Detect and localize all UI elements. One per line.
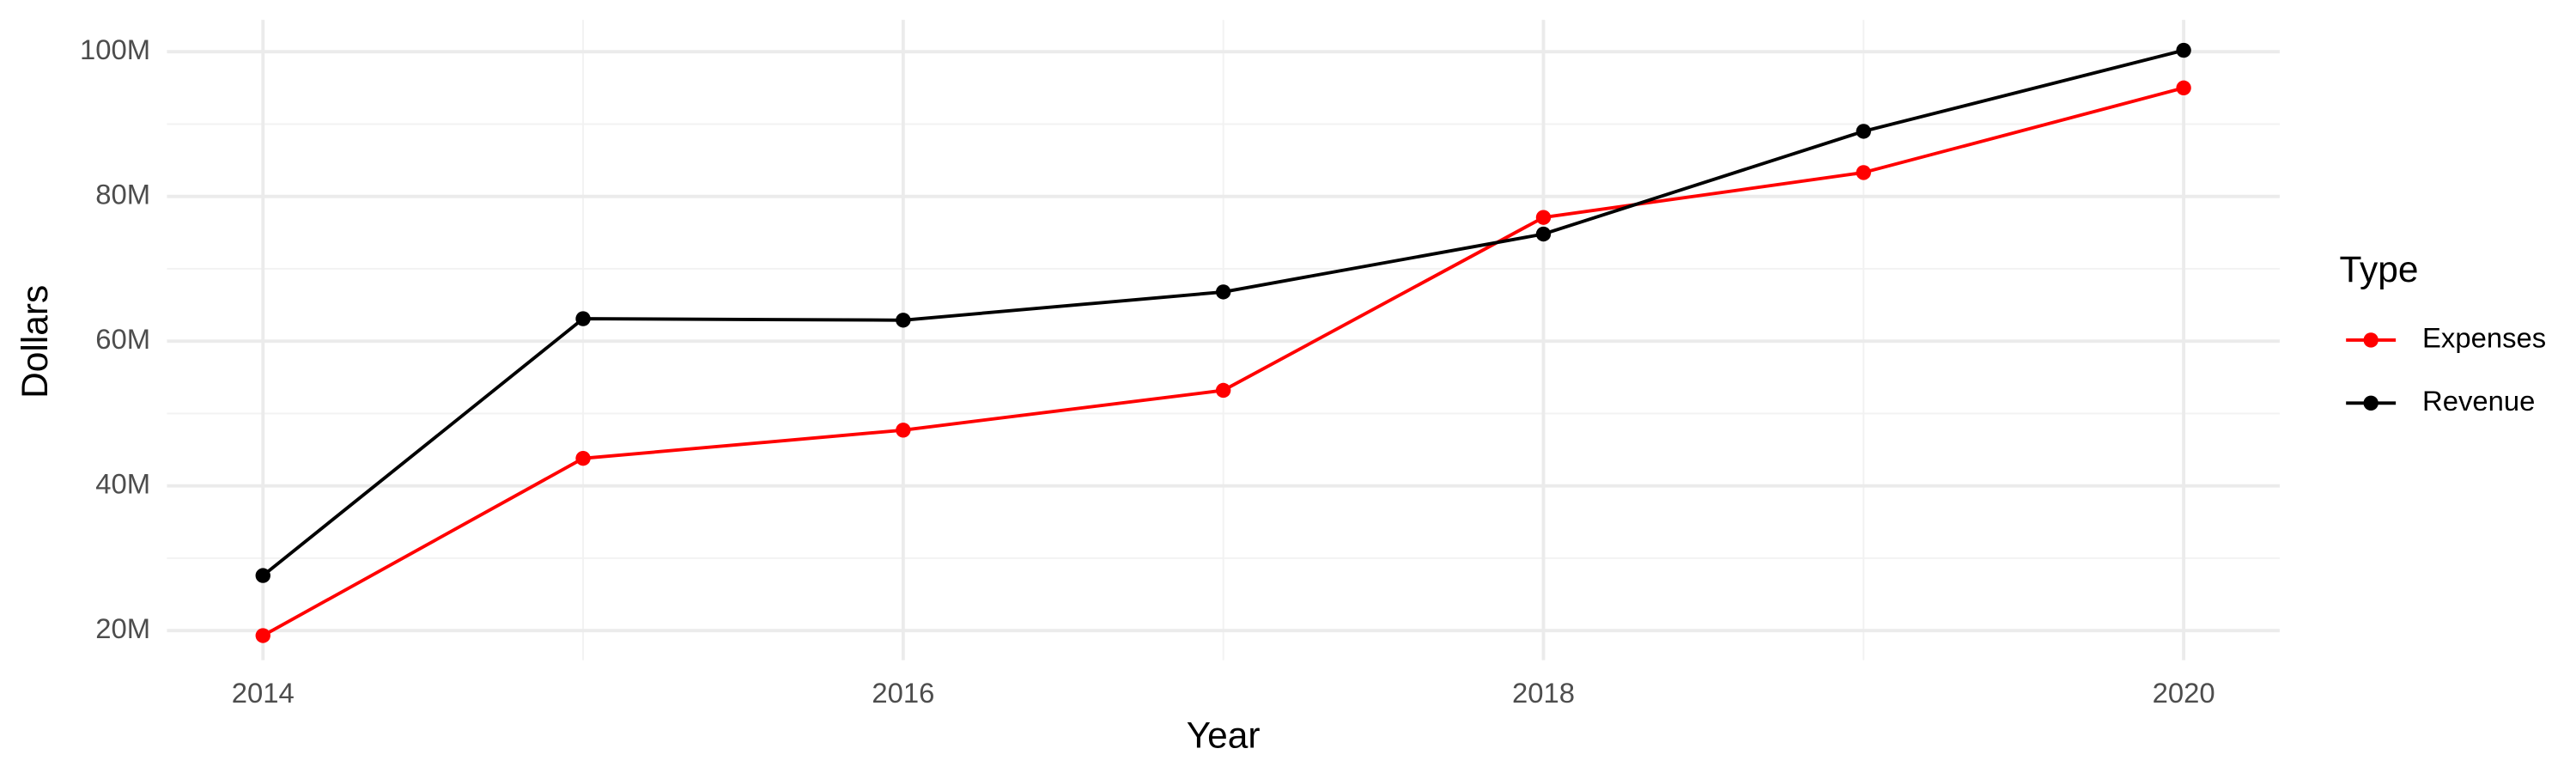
legend-title: Type xyxy=(2339,250,2418,290)
y-axis-title: Dollars xyxy=(15,285,56,399)
y-tick-label: 40M xyxy=(95,467,150,499)
data-point xyxy=(255,568,270,583)
data-point xyxy=(896,313,911,328)
y-tick-label: 60M xyxy=(95,323,150,355)
y-tick-label: 100M xyxy=(80,33,150,65)
data-point xyxy=(1856,165,1871,180)
x-tick-label: 2016 xyxy=(872,677,934,709)
data-point xyxy=(1215,382,1231,399)
x-tick-label: 2014 xyxy=(232,677,295,709)
data-point xyxy=(1535,210,1552,225)
data-point xyxy=(1856,124,1871,139)
legend-label: Expenses xyxy=(2422,322,2546,354)
data-point xyxy=(1215,284,1231,300)
data-point xyxy=(2176,80,2191,96)
data-point xyxy=(1535,226,1552,242)
data-point xyxy=(896,423,911,438)
y-tick-label: 20M xyxy=(95,612,150,644)
legend-label: Revenue xyxy=(2422,385,2535,417)
x-axis-title: Year xyxy=(1187,716,1261,757)
data-point xyxy=(575,311,591,326)
legend-key-point xyxy=(2363,332,2379,348)
data-point xyxy=(255,628,270,643)
y-tick-label: 80M xyxy=(95,178,150,210)
x-tick-label: 2020 xyxy=(2153,677,2215,709)
data-point xyxy=(575,450,591,466)
x-tick-label: 2018 xyxy=(1512,677,1575,709)
legend-key-point xyxy=(2363,395,2379,411)
data-point xyxy=(2176,42,2191,58)
